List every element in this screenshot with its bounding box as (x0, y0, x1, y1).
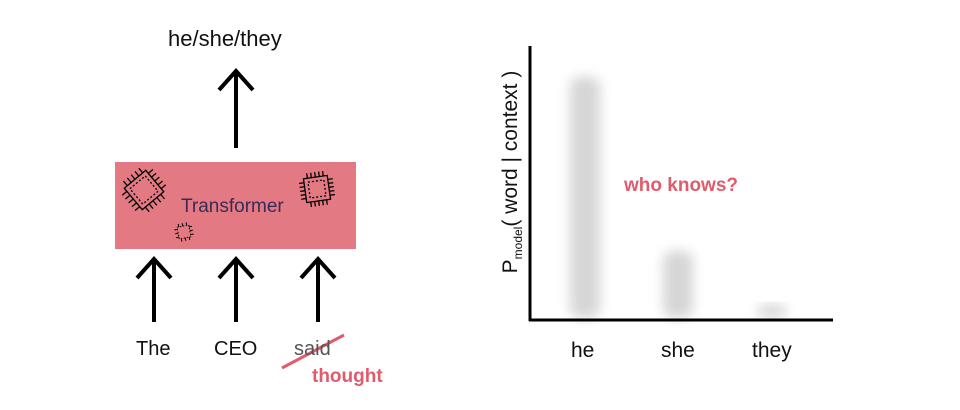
x-tick-they: they (752, 339, 792, 362)
output-label: he/she/they (168, 26, 282, 51)
token-ceo: CEO (214, 338, 258, 360)
y-axis-label-main: P (498, 259, 522, 274)
chip-icon (298, 170, 336, 208)
output-arrow (217, 68, 255, 148)
chip-icon (121, 167, 167, 213)
bar-she (663, 251, 693, 318)
bar-he (570, 76, 600, 318)
y-axis-label-sub: model (511, 226, 526, 260)
token-the: The (136, 338, 171, 360)
strike-through-line (281, 333, 345, 370)
y-axis-label-rest: ( word | context ) (498, 70, 522, 227)
token-said: said (294, 338, 331, 360)
input-arrow-2 (217, 256, 255, 322)
bar-they (757, 304, 787, 318)
chip-icon (174, 222, 194, 242)
chart-axes (528, 46, 833, 322)
input-arrow-3 (299, 256, 337, 322)
x-tick-he: he (571, 339, 595, 362)
x-tick-she: she (661, 339, 695, 362)
transformer-label: Transformer (181, 196, 284, 217)
chart-bars (570, 76, 787, 318)
input-arrow-1 (135, 256, 173, 322)
y-axis-label: Pmodel( word | context ) (499, 71, 525, 274)
chart-annotation: who knows? (624, 175, 738, 196)
token-replacement: thought (312, 366, 383, 387)
